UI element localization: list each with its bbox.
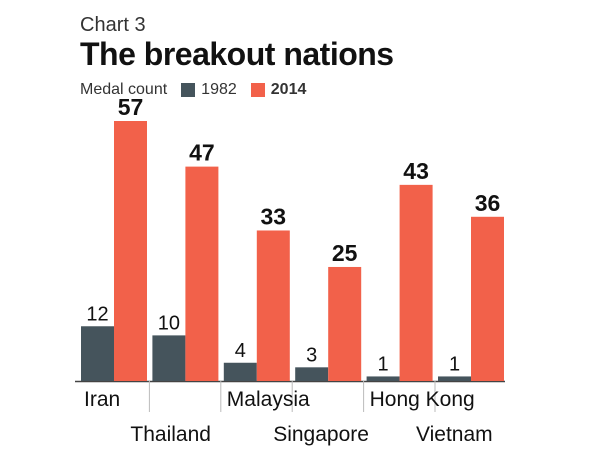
bar-hong-kong-1982 (366, 376, 400, 381)
bar-hong-kong-2014 (399, 184, 433, 381)
data-label-singapore-1982: 3 (306, 344, 317, 366)
bar-vietnam-1982 (438, 376, 471, 381)
data-label-hong-kong-1982: 1 (378, 353, 389, 375)
category-label-hong-kong: Hong Kong (370, 388, 475, 411)
bar-malaysia-1982 (223, 362, 257, 381)
data-label-malaysia-2014: 33 (261, 203, 287, 229)
data-label-singapore-2014: 25 (332, 240, 358, 266)
category-label-iran: Iran (84, 388, 120, 411)
data-label-malaysia-1982: 4 (235, 340, 246, 362)
chart-title: The breakout nations (80, 36, 394, 72)
legend: Medal count 1982 2014 (80, 80, 306, 100)
bar-thailand-1982 (152, 335, 186, 381)
chart-label: Chart 3 (80, 14, 146, 36)
legend-label: Medal count (80, 81, 168, 98)
category-label-thailand: Thailand (130, 423, 211, 446)
bar-vietnam-2014 (471, 216, 504, 381)
legend-text-2014: 2014 (270, 81, 307, 98)
data-label-thailand-2014: 47 (189, 140, 215, 166)
data-label-hong-kong-2014: 43 (403, 158, 429, 184)
bar-singapore-1982 (295, 367, 329, 381)
category-label-singapore: Singapore (273, 423, 369, 446)
data-label-thailand-1982: 10 (158, 312, 180, 334)
bar-iran-1982 (81, 326, 114, 381)
data-label-vietnam-1982: 1 (449, 353, 460, 375)
legend-text-1982: 1982 (201, 81, 237, 98)
bar-iran-2014 (114, 121, 147, 381)
data-label-vietnam-2014: 36 (475, 190, 501, 216)
legend-swatch-2014 (250, 83, 265, 97)
data-label-iran-2014: 57 (118, 94, 144, 120)
legend-item-1982: 1982 (181, 81, 237, 99)
category-label-vietnam: Vietnam (416, 423, 493, 446)
bar-malaysia-2014 (256, 230, 290, 381)
bar-thailand-2014 (185, 166, 219, 381)
bar-singapore-2014 (328, 266, 362, 381)
category-label-malaysia: Malaysia (227, 388, 310, 411)
legend-swatch-1982 (181, 83, 196, 97)
legend-item-2014: 2014 (250, 81, 307, 99)
data-label-iran-1982: 12 (86, 303, 108, 325)
